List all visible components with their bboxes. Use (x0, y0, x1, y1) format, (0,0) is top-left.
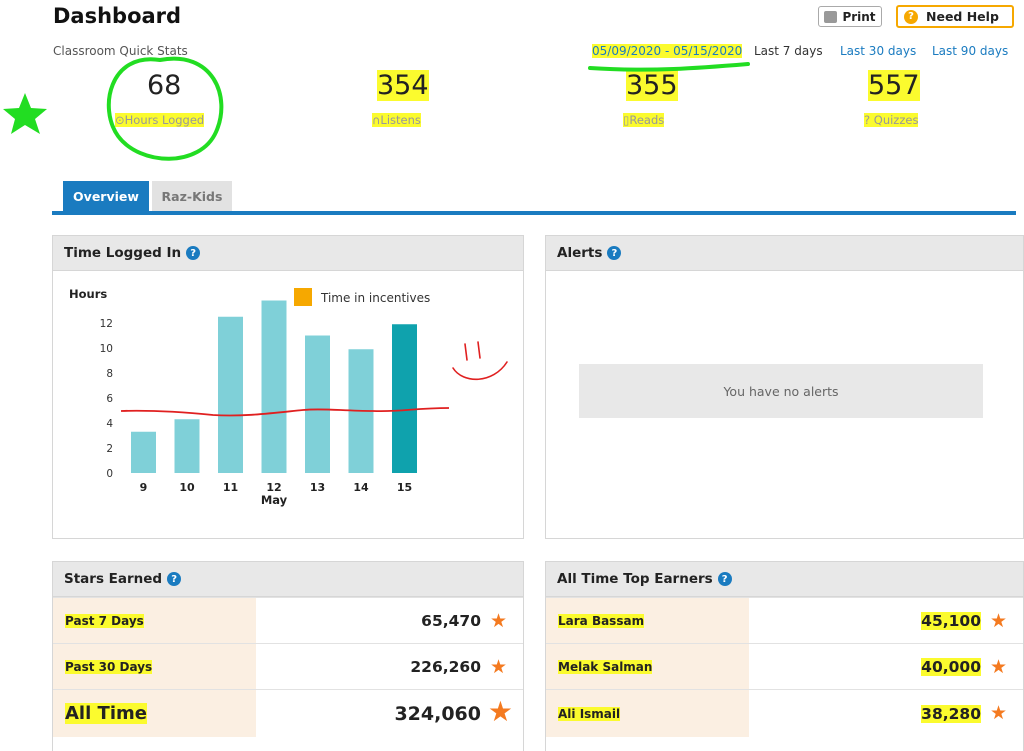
top-earners-panel: All Time Top Earners ? Lara Bassam 45,10… (545, 561, 1024, 751)
quick-stats-subtitle: Classroom Quick Stats (53, 44, 188, 58)
alerts-title: Alerts (557, 245, 603, 261)
bar[interactable] (131, 431, 156, 473)
bar[interactable] (218, 316, 243, 473)
printer-icon (824, 10, 838, 23)
x-tick-label: 9 (140, 481, 148, 494)
page-title: Dashboard (53, 4, 182, 28)
hours-logged-value: 68 (147, 70, 182, 101)
chart-ylabel: Hours (69, 287, 107, 301)
stars-earned-panel: Stars Earned ? Past 7 Days 65,470 ★ Past… (52, 561, 524, 751)
range-last-30-days[interactable]: Last 30 days (840, 44, 917, 58)
stars-row: All Time 324,060 ★ (53, 689, 523, 737)
no-alerts-message: You have no alerts (579, 364, 983, 418)
y-tick-label: 6 (106, 393, 113, 405)
stars-row: Past 7 Days 65,470 ★ (53, 597, 523, 643)
green-star-annotation (3, 93, 47, 134)
hours-logged-label: ⊙Hours Logged (115, 113, 205, 127)
earner-name: Melak Salman (558, 659, 653, 674)
quizzes-value: 557 (868, 70, 920, 101)
listens-label: ∩Listens (372, 113, 421, 127)
green-underline-annotation (588, 62, 750, 72)
help-icon: ? (904, 9, 918, 24)
y-tick-label: 4 (106, 418, 113, 430)
alerts-header: Alerts ? (546, 236, 1023, 271)
earner-name: Ali Ismail (558, 706, 621, 721)
stars-row-value: 65,470 (421, 611, 481, 630)
y-tick-label: 10 (100, 343, 113, 355)
need-help-label: Need Help (926, 9, 999, 24)
clock-icon: ⊙ (115, 113, 125, 127)
alerts-panel: Alerts ? You have no alerts (545, 235, 1024, 539)
earner-row: Lara Bassam 45,100 ★ (546, 597, 1023, 643)
y-tick-label: 12 (100, 318, 113, 330)
earner-stars: 45,100 (921, 611, 981, 630)
earner-row: Ali Ismail 38,280 ★ (546, 689, 1023, 737)
x-tick-label: 14 (353, 481, 369, 494)
alerts-help-icon[interactable]: ? (607, 246, 622, 260)
print-label: Print (842, 9, 876, 24)
stars-row-label: Past 7 Days (65, 613, 144, 628)
stars-earned-title: Stars Earned (64, 571, 163, 587)
tab-overview[interactable]: Overview (63, 181, 149, 212)
star-icon: ★ (989, 702, 1007, 724)
legend-label: Time in incentives (320, 291, 430, 305)
reads-value: 355 (626, 70, 678, 101)
y-tick-label: 8 (106, 368, 113, 380)
bar[interactable] (174, 419, 200, 473)
legend-swatch (294, 288, 312, 306)
earner-stars: 40,000 (921, 657, 981, 676)
stars-earned-help-icon[interactable]: ? (167, 572, 182, 586)
stars-row-label: All Time (65, 703, 147, 724)
listens-value: 354 (377, 70, 429, 101)
x-tick-label: 15 (397, 481, 412, 494)
x-tick-label: 13 (310, 481, 325, 494)
date-range-label: 05/09/2020 - 05/15/2020 (592, 44, 743, 58)
green-circle-annotation (106, 56, 224, 161)
stars-earned-header: Stars Earned ? (53, 562, 523, 597)
annotation-overlay (3, 56, 750, 161)
x-tick-label: 11 (223, 481, 238, 494)
earner-row: Melak Salman 40,000 ★ (546, 643, 1023, 689)
x-tick-label: 12 (266, 481, 281, 494)
tab-raz-kids[interactable]: Raz-Kids (152, 181, 232, 212)
smiley-annotation (452, 341, 508, 381)
need-help-button[interactable]: ? Need Help (896, 5, 1014, 28)
bar[interactable] (261, 300, 287, 474)
reads-label: ▯Reads (623, 113, 665, 127)
star-icon: ★ (489, 656, 507, 678)
tab-underline (52, 211, 1016, 215)
star-icon: ★ (489, 610, 507, 632)
stars-row-value: 324,060 (394, 702, 481, 725)
book-icon: ▯ (623, 113, 630, 127)
range-last-90-days[interactable]: Last 90 days (932, 44, 1009, 58)
star-icon: ★ (487, 695, 513, 728)
bar[interactable] (305, 335, 330, 474)
bar[interactable] (392, 324, 417, 473)
time-logged-header: Time Logged In ? (53, 236, 523, 271)
quizzes-label: ? Quizzes (864, 113, 919, 127)
time-logged-help-icon[interactable]: ? (186, 246, 201, 260)
y-tick-label: 2 (106, 443, 113, 455)
top-earners-header: All Time Top Earners ? (546, 562, 1023, 597)
headphones-icon: ∩ (372, 113, 381, 127)
top-earners-title: All Time Top Earners (557, 571, 713, 587)
question-icon: ? (864, 113, 874, 127)
star-icon: ★ (989, 656, 1007, 678)
stars-row: Past 30 Days 226,260 ★ (53, 643, 523, 689)
stars-row-label: Past 30 Days (65, 659, 153, 674)
y-tick-label: 0 (106, 468, 113, 480)
time-logged-panel: Time Logged In ? Hours Time in incentive… (52, 235, 524, 539)
print-button[interactable]: Print (818, 6, 882, 27)
chart-xlabel: May (261, 493, 288, 507)
red-trend-annotation (120, 407, 450, 417)
x-tick-label: 10 (179, 481, 195, 494)
earner-stars: 38,280 (921, 704, 981, 723)
stars-row-value: 226,260 (410, 657, 481, 676)
time-logged-chart: Hours Time in incentives 0 2 4 6 8 10 12 9 10 11… (69, 287, 508, 507)
earner-name: Lara Bassam (558, 613, 645, 628)
time-logged-title: Time Logged In (64, 245, 182, 261)
range-last-7-days[interactable]: Last 7 days (754, 44, 823, 58)
star-icon: ★ (989, 610, 1007, 632)
top-earners-help-icon[interactable]: ? (717, 572, 732, 586)
